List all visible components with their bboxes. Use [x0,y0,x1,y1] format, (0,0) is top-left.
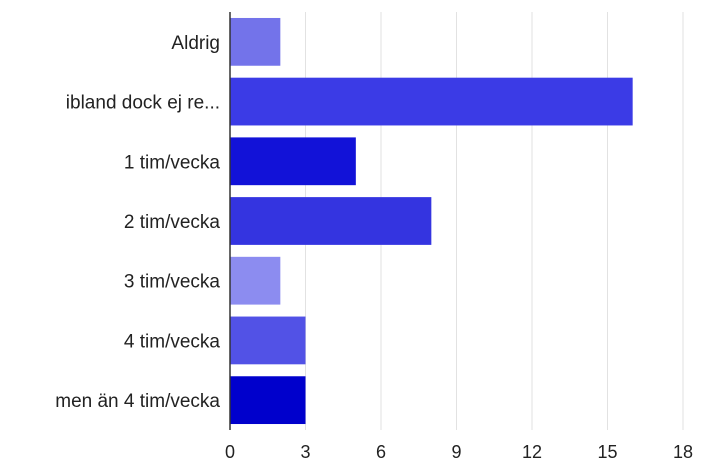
bar-4 [230,256,281,305]
x-tick-label-0: 0 [225,442,235,462]
x-tick-label-4: 12 [522,442,542,462]
bars [230,17,633,425]
bar-1 [230,77,633,126]
category-label-4: 3 tim/vecka [124,272,221,293]
category-label-3: 2 tim/vecka [124,212,221,233]
x-tick-label-1: 3 [300,442,310,462]
x-tick-label-6: 18 [673,442,693,462]
x-tick-label-5: 15 [597,442,617,462]
category-label-1: ibland dock ej re... [66,93,220,114]
category-label-5: 4 tim/vecka [124,331,221,352]
x-tick-labels: 0 3 6 9 12 15 18 [225,442,693,462]
x-tick-label-3: 9 [451,442,461,462]
category-label-0: Aldrig [171,33,220,54]
bar-2 [230,137,356,186]
bar-3 [230,197,432,245]
category-label-6: men än 4 tim/vecka [55,391,220,412]
category-label-2: 1 tim/vecka [124,152,221,173]
bar-6 [230,376,306,425]
category-labels: Aldrig ibland dock ej re... 1 tim/vecka 2 t… [55,33,220,412]
bar-5 [230,316,306,365]
bar-0 [230,17,281,66]
x-tick-label-2: 6 [376,442,386,462]
